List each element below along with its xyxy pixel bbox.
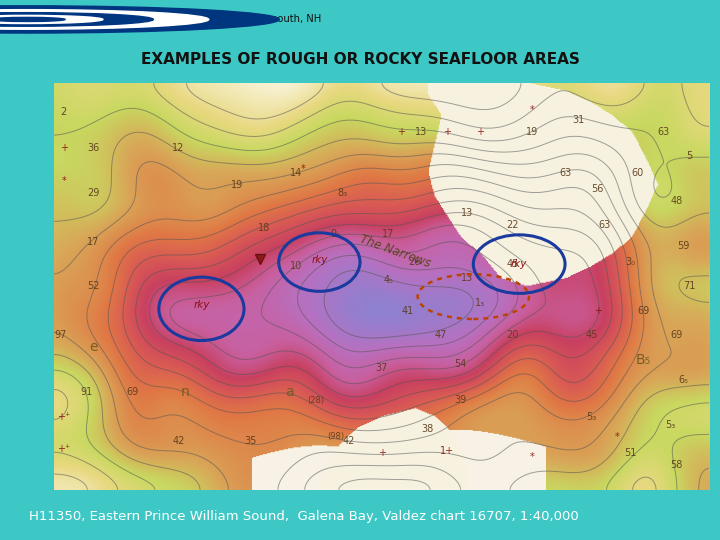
Text: 20: 20 — [506, 330, 519, 340]
Text: 31: 31 — [572, 115, 585, 125]
Text: 71: 71 — [683, 281, 696, 292]
Text: +: + — [476, 127, 484, 137]
Text: e: e — [89, 340, 98, 354]
Text: 10: 10 — [290, 261, 302, 271]
Text: 35: 35 — [244, 436, 257, 446]
Text: *: * — [61, 176, 66, 186]
Text: +: + — [377, 448, 386, 458]
Text: B₅: B₅ — [636, 353, 652, 367]
Text: 54: 54 — [454, 359, 467, 369]
Text: 58: 58 — [670, 461, 683, 470]
Text: 97: 97 — [55, 330, 67, 340]
Text: *: * — [615, 432, 620, 442]
Text: *: * — [530, 453, 535, 462]
Text: 39: 39 — [454, 395, 467, 406]
Text: 19: 19 — [526, 127, 539, 137]
Text: 13: 13 — [415, 127, 427, 137]
Text: 69: 69 — [670, 330, 683, 340]
Text: (28): (28) — [307, 396, 325, 405]
Text: 42: 42 — [172, 436, 184, 446]
Text: 4₅: 4₅ — [383, 275, 393, 285]
Text: 14: 14 — [290, 167, 302, 178]
Text: +: + — [60, 143, 68, 153]
Text: 63: 63 — [598, 220, 611, 231]
Text: 45: 45 — [585, 330, 598, 340]
Text: +⁺: +⁺ — [57, 411, 71, 422]
Circle shape — [0, 10, 209, 29]
Text: 47: 47 — [434, 330, 446, 340]
Circle shape — [0, 12, 153, 26]
Circle shape — [0, 15, 103, 24]
Text: 3₀: 3₀ — [626, 257, 636, 267]
Text: 1₃: 1₃ — [474, 298, 485, 308]
Text: 17: 17 — [382, 228, 395, 239]
Text: 48: 48 — [670, 196, 683, 206]
Text: +: + — [594, 306, 602, 316]
Text: n: n — [181, 385, 189, 399]
Text: 69: 69 — [637, 306, 650, 316]
Text: 63: 63 — [559, 167, 571, 178]
Text: 13: 13 — [461, 273, 473, 284]
Text: 19: 19 — [231, 180, 243, 190]
Text: 5: 5 — [686, 151, 693, 161]
Text: 2: 2 — [60, 106, 67, 117]
Text: H11350, Eastern Prince William Sound,  Galena Bay, Valdez chart 16707, 1:40,000: H11350, Eastern Prince William Sound, Ga… — [29, 510, 579, 523]
Circle shape — [0, 6, 279, 33]
Text: 59: 59 — [677, 241, 689, 251]
Text: 60: 60 — [631, 167, 643, 178]
Text: The Narrows: The Narrows — [358, 233, 432, 271]
Text: 1+: 1+ — [440, 446, 454, 456]
Text: 69: 69 — [127, 387, 139, 397]
Text: 52: 52 — [87, 281, 99, 292]
Text: *: * — [530, 105, 535, 114]
Text: rky: rky — [311, 255, 328, 265]
Text: 63: 63 — [657, 127, 670, 137]
Text: 12: 12 — [172, 143, 184, 153]
Text: 45: 45 — [506, 259, 519, 269]
Text: 5₃: 5₃ — [665, 420, 675, 430]
Text: 29: 29 — [87, 188, 99, 198]
Text: 37: 37 — [375, 363, 388, 373]
Text: rky: rky — [193, 300, 210, 310]
Text: +: + — [397, 127, 405, 137]
Text: 6₅: 6₅ — [678, 375, 688, 385]
Text: 17: 17 — [87, 237, 99, 247]
Text: a: a — [286, 385, 294, 399]
Text: 56: 56 — [592, 184, 604, 194]
Text: +⁺: +⁺ — [57, 444, 71, 454]
Text: 42: 42 — [343, 436, 355, 446]
Text: Shallow Survey 2008, October 21-24, Portsmouth, NH: Shallow Survey 2008, October 21-24, Port… — [54, 15, 321, 24]
Text: +: + — [443, 127, 451, 137]
Text: (98): (98) — [327, 433, 344, 441]
Text: 36: 36 — [87, 143, 99, 153]
Text: rky: rky — [511, 259, 527, 269]
Text: 5₃: 5₃ — [586, 411, 596, 422]
Text: 18: 18 — [258, 222, 270, 233]
Text: 38: 38 — [421, 424, 433, 434]
Text: *: * — [301, 164, 305, 173]
Text: 8₃: 8₃ — [337, 188, 347, 198]
Text: EXAMPLES OF ROUGH OR ROCKY SEAFLOOR AREAS: EXAMPLES OF ROUGH OR ROCKY SEAFLOOR AREA… — [140, 52, 580, 66]
Circle shape — [0, 17, 65, 22]
Text: 51: 51 — [624, 448, 636, 458]
Text: 91: 91 — [81, 387, 93, 397]
Text: 9₃: 9₃ — [330, 228, 341, 239]
Text: 13: 13 — [461, 208, 473, 218]
Text: 22: 22 — [506, 220, 519, 231]
Text: 41: 41 — [402, 306, 414, 316]
Text: 26: 26 — [408, 257, 420, 267]
